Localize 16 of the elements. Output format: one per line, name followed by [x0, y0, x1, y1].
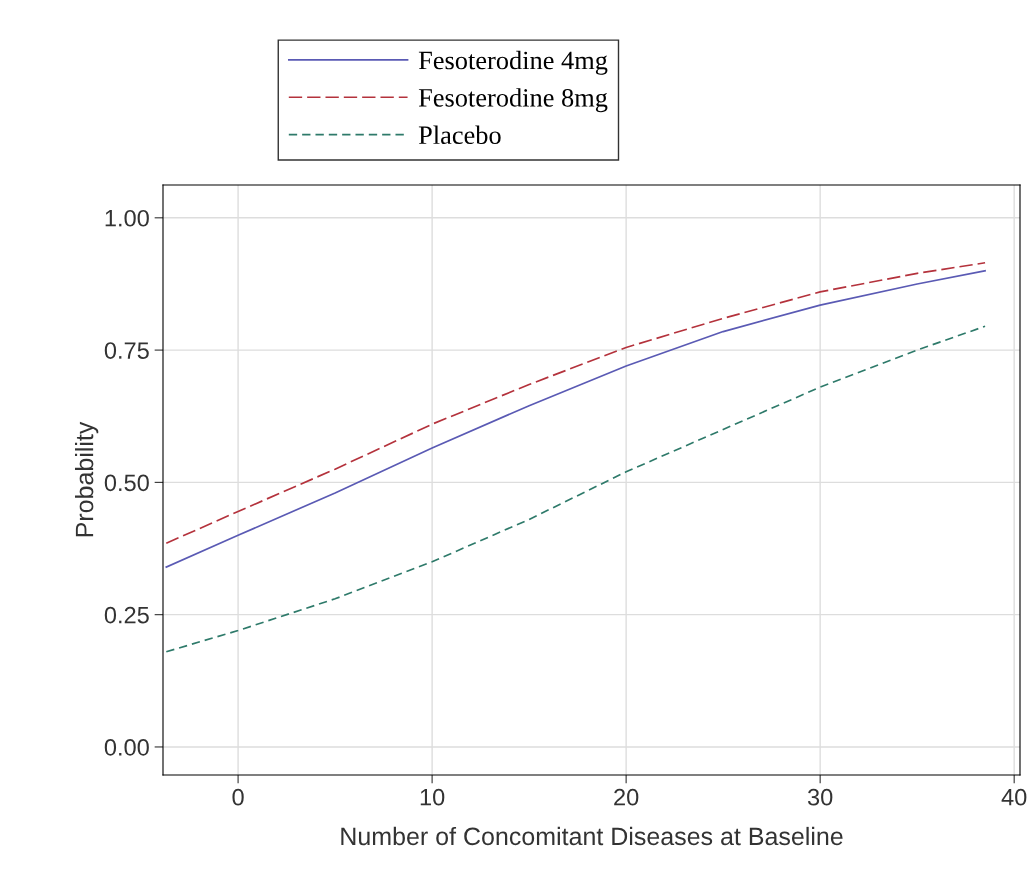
x-tick-label: 30 [807, 788, 833, 806]
x-axis-title: Number of Concomitant Diseases at Baseline [341, 826, 843, 846]
legend-label: Fesoterodine 4mg [418, 50, 608, 75]
y-tick-label: 0.75 [104, 342, 149, 359]
y-tick-label: 0.50 [104, 474, 149, 492]
x-tick-label: 0 [232, 788, 244, 806]
y-tick-label: 0.00 [104, 739, 149, 756]
x-tick-label: 10 [420, 788, 445, 806]
legend-label: Fesoterodine 8mg [418, 88, 608, 113]
legend-label: Placebo [418, 125, 501, 145]
x-tick-label: 20 [614, 788, 639, 806]
line-series [165, 325, 986, 653]
y-tick-label: 1.00 [105, 209, 149, 227]
x-tick-label: 40 [1001, 788, 1027, 806]
y-tick-label: 0.25 [104, 606, 149, 624]
y-axis-title: Probability [75, 421, 99, 537]
